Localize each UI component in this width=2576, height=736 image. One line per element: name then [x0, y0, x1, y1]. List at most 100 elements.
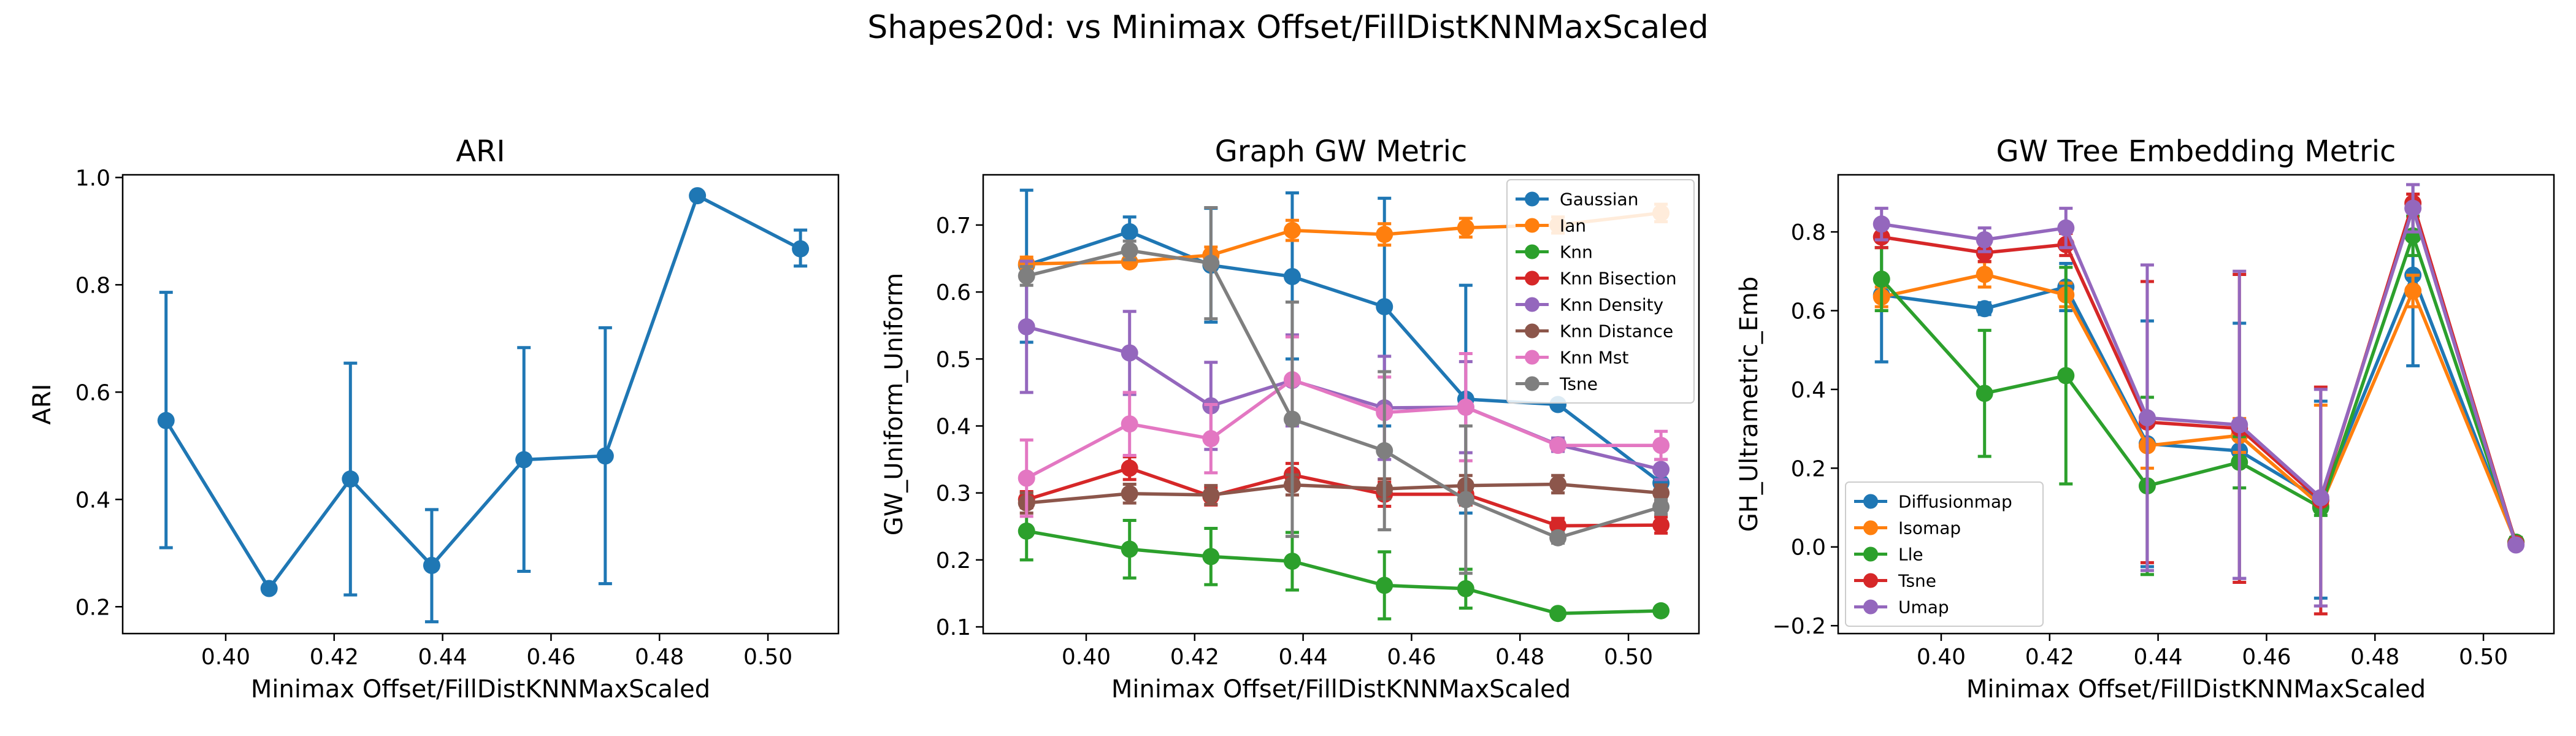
y-tick-label: 0.5 — [936, 347, 971, 372]
data-point — [1549, 605, 1567, 623]
legend-label: Knn Distance — [1560, 321, 1673, 342]
y-tick-label: 0.4 — [75, 488, 110, 513]
data-point — [1018, 318, 1035, 335]
data-point — [1652, 484, 1670, 502]
legend-box — [1506, 179, 1695, 404]
legend-marker — [1863, 520, 1878, 535]
x-tick-label: 0.42 — [1170, 645, 1219, 670]
y-tick-label: 0.2 — [1791, 456, 1826, 481]
data-point — [1549, 517, 1567, 535]
series-line — [1881, 272, 2518, 543]
legend-marker — [1525, 323, 1539, 339]
data-point — [1549, 475, 1567, 493]
legend-marker — [1525, 350, 1539, 365]
panel-title: GW Tree Embedding Metric — [1996, 134, 2396, 169]
data-point — [1121, 485, 1138, 502]
legend-label: Tsne — [1898, 571, 1936, 591]
data-point — [1283, 221, 1301, 239]
legend-box — [1845, 481, 2044, 627]
legend-label: Isomap — [1898, 518, 1961, 539]
x-tick-label: 0.46 — [526, 645, 575, 670]
legend-label: Knn Mst — [1560, 348, 1629, 368]
data-point — [1652, 461, 1670, 478]
y-tick-label: 0.2 — [936, 548, 971, 573]
data-point — [1457, 219, 1474, 237]
y-tick-label: 0.8 — [1791, 220, 1826, 245]
legend-marker — [1525, 297, 1539, 312]
data-point — [1202, 548, 1220, 565]
data-point — [1457, 491, 1474, 508]
x-tick-label: 0.40 — [1917, 645, 1966, 670]
data-point — [1202, 486, 1220, 504]
data-point — [1376, 298, 1393, 316]
legend-marker — [1525, 191, 1539, 207]
data-point — [1018, 469, 1035, 487]
series-1 — [157, 187, 810, 624]
legend-label: Knn Bisection — [1560, 269, 1677, 289]
data-point — [1652, 498, 1670, 516]
data-point — [689, 187, 707, 205]
x-tick-label: 0.48 — [1495, 645, 1544, 670]
data-point — [2138, 409, 2156, 427]
x-tick-label: 0.44 — [1279, 645, 1328, 670]
panel-3: GW Tree Embedding Metric 0.40 0.42 0.44 0.46… — [1735, 134, 2555, 703]
legend-label: Ian — [1560, 216, 1586, 236]
legend-marker — [1525, 376, 1539, 391]
data-point — [1652, 602, 1670, 619]
data-point — [1121, 459, 1138, 477]
series-line — [1025, 230, 1662, 485]
data-point — [2231, 416, 2248, 434]
x-tick-label: 0.50 — [743, 645, 792, 670]
y-tick-label: 0.2 — [75, 595, 110, 620]
x-tick-label: 0.48 — [635, 645, 684, 670]
legend-marker — [1525, 218, 1539, 233]
y-tick-label: 0.4 — [936, 414, 971, 439]
legend-marker — [1863, 599, 1878, 615]
x-tick-label: 0.46 — [2242, 645, 2291, 670]
legend-label: Diffusionmap — [1898, 492, 2012, 512]
data-point — [1121, 540, 1138, 558]
series-tsne — [1018, 206, 1670, 575]
y-tick-label: 0.6 — [936, 280, 971, 305]
data-point — [1376, 577, 1393, 594]
legend-marker — [1863, 573, 1878, 588]
data-point — [596, 447, 614, 465]
data-point — [1873, 215, 1890, 233]
y-tick-label: 0.7 — [936, 213, 971, 239]
axes-frame — [1837, 174, 2555, 635]
data-point — [792, 240, 810, 258]
data-point — [2057, 219, 2075, 237]
legend-label: Gaussian — [1560, 190, 1638, 210]
legend-marker — [1525, 244, 1539, 259]
x-tick-label: 0.44 — [2134, 645, 2183, 670]
data-point — [1457, 398, 1474, 416]
data-point — [423, 556, 440, 574]
panel-2: Graph GW Metric 0.40 0.42 0.44 0.46 0.48 0.50 0… — [880, 134, 1700, 703]
axes-frame — [982, 174, 1700, 635]
series-knn — [1018, 500, 1670, 623]
y-tick-label: 0.8 — [75, 273, 110, 298]
data-point — [1202, 255, 1220, 272]
data-point — [1549, 437, 1567, 454]
legend-marker — [1863, 494, 1878, 509]
data-point — [1652, 516, 1670, 534]
legend-label: Tsne — [1559, 374, 1598, 394]
y-tick-label: 0.4 — [1791, 378, 1826, 403]
panel-title: Graph GW Metric — [1215, 134, 1468, 169]
data-point — [2404, 282, 2422, 300]
series-line — [1026, 529, 1662, 615]
series-line — [164, 194, 802, 591]
data-point — [1976, 385, 1993, 402]
y-tick-label: 1.0 — [75, 166, 110, 191]
x-axis-label: Minimax Offset/FillDistKNNMaxScaled — [251, 675, 710, 703]
legend-marker — [1525, 270, 1539, 286]
data-point — [1283, 553, 1301, 570]
x-tick-label: 0.40 — [201, 645, 250, 670]
data-point — [1121, 223, 1138, 240]
data-point — [1457, 580, 1474, 597]
data-point — [1976, 266, 1993, 283]
legend-label: Umap — [1898, 597, 1949, 618]
y-tick-label: 0.3 — [936, 481, 971, 507]
series-line — [1026, 482, 1662, 505]
x-tick-label: 0.50 — [2459, 645, 2508, 670]
